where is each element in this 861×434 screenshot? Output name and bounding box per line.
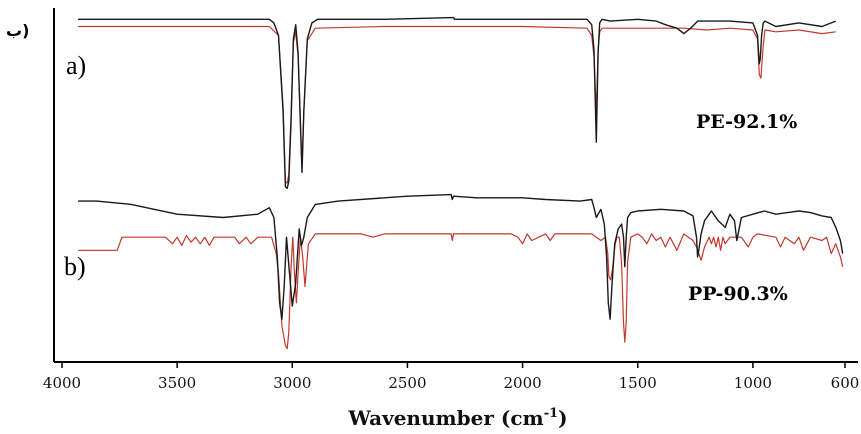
x-tick-label-2000: 2000 [503,374,541,392]
spectrum-pe-black-line [78,16,837,190]
spectrum-pe-red-line [78,25,836,184]
spectra-layer [78,16,844,350]
spectrum-pp-red-line [78,233,844,350]
x-axis-label: Wavenumber (cm-1) [347,406,567,430]
x-tick-label-3500: 3500 [158,374,196,392]
x-axis-label-main: Wavenumber (cm [347,406,543,430]
x-tick-label-1500: 1500 [619,374,657,392]
x-axis-label-close: ) [558,406,567,430]
x-tick-label-3000: 3000 [273,374,311,392]
sample-label-pe: PE-92.1% [696,111,797,133]
x-tick-label-1000: 1000 [734,374,772,392]
panel-label-b: b) [64,252,86,281]
spectrum-pp-black-line [78,193,844,320]
x-axis-ticks: 4000 3500 3000 2500 2000 1500 1000 600 [43,362,859,392]
sample-label-pp: PP-90.3% [688,283,788,305]
x-axis-label-superscript: -1 [544,406,558,421]
x-tick-label-2500: 2500 [388,374,426,392]
x-tick-label-4000: 4000 [43,374,81,392]
corner-mark: ب) [6,21,29,40]
panel-label-a: a) [66,51,86,80]
x-tick-label-600: 600 [831,374,860,392]
